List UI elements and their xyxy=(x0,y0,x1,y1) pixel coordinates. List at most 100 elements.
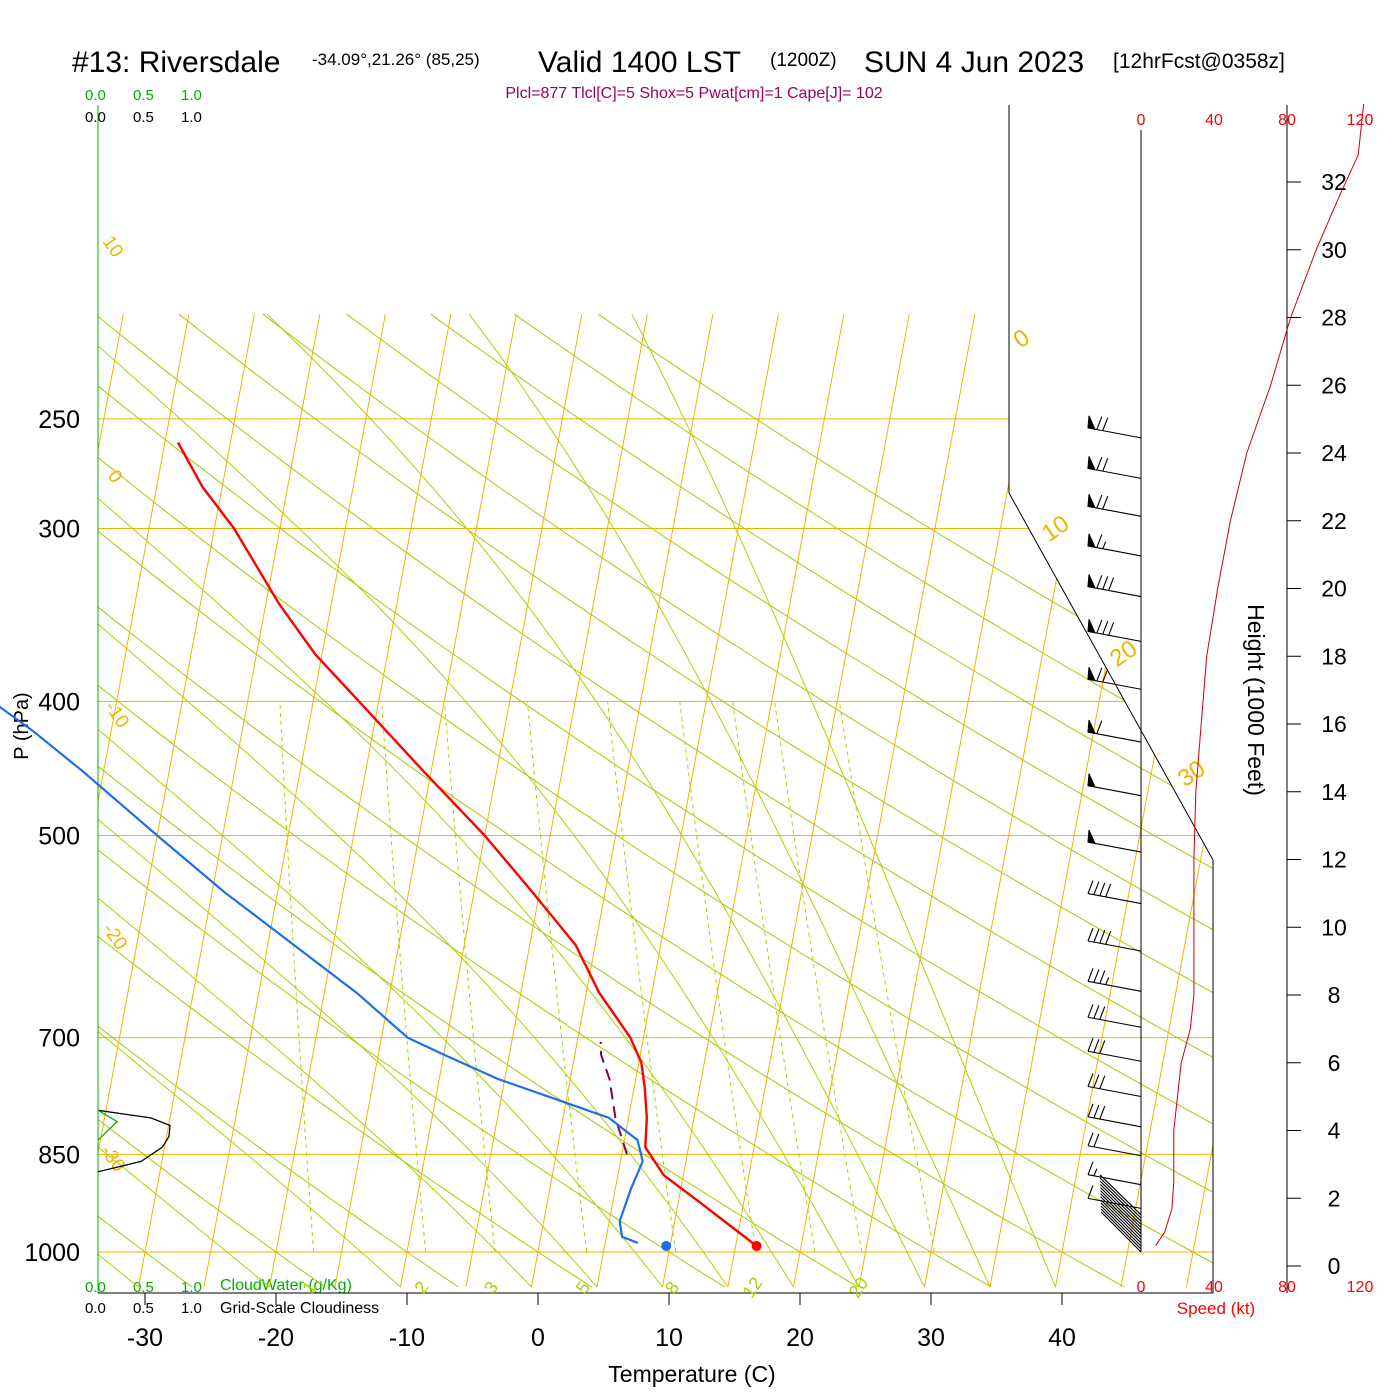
dry-adiabat-line xyxy=(98,313,859,1288)
isotherm-line xyxy=(1120,314,1213,1288)
wind-barb-staff xyxy=(1100,1190,1142,1231)
valid-time: Valid 1400 LST xyxy=(538,46,741,79)
wind-barb-feather xyxy=(1099,882,1106,896)
mixing-ratio-label: 2 xyxy=(410,1278,432,1298)
temperature-tick-label: -30 xyxy=(127,1324,163,1352)
wind-barb xyxy=(1087,1038,1142,1062)
moist-adiabat-line xyxy=(98,313,598,1288)
cloud-top-black-2: 1.0 xyxy=(181,109,202,126)
wind-barb-feather xyxy=(1108,622,1115,636)
mixing-ratio-line xyxy=(444,701,496,1253)
wind-barb-feather xyxy=(1096,534,1103,548)
forecast-date: SUN 4 Jun 2023 xyxy=(864,46,1084,79)
wind-barb-feather xyxy=(1093,1104,1100,1119)
wind-barb-staff xyxy=(1087,1174,1142,1186)
wind-barb xyxy=(1087,574,1142,598)
wind-barb-staff xyxy=(1087,940,1142,952)
wind-barb xyxy=(1087,719,1142,743)
wind-barb-feather xyxy=(1102,457,1109,472)
moist-adiabat-line xyxy=(98,313,532,1288)
temperature-tick-label: 20 xyxy=(786,1324,814,1352)
wind-barb-feather xyxy=(1105,883,1112,898)
height-tick-label: 18 xyxy=(1321,643,1347,669)
wind-barb-feather xyxy=(1087,927,1094,942)
dry-adiabat-line xyxy=(598,313,1213,1288)
station-title: #13: Riversdale xyxy=(72,46,280,79)
wind-barb-feather xyxy=(1102,576,1109,590)
pressure-tick-label: 1000 xyxy=(24,1239,80,1267)
temperature-tick-label: -10 xyxy=(389,1324,425,1352)
cloud-top-green-1: 0.5 xyxy=(133,87,154,104)
isotherm-label: -20 xyxy=(98,920,131,955)
forecast-run: [12hrFcst@0358z] xyxy=(1113,50,1285,73)
height-tick-label: 26 xyxy=(1321,372,1347,398)
mixing-ratio-lines xyxy=(279,701,935,1253)
dry-adiabat-line xyxy=(98,313,726,1288)
isotherm-line xyxy=(399,314,583,1288)
height-tick-label: 22 xyxy=(1321,508,1347,534)
mixing-ratio-line xyxy=(679,701,757,1253)
mixing-ratio-line xyxy=(732,701,816,1253)
speed-tick-label-bottom: 0 xyxy=(1137,1279,1146,1296)
wind-barb-feather xyxy=(1096,720,1103,734)
wind-barb-staff xyxy=(1087,427,1142,439)
y-axis-label: P (hPa) xyxy=(11,692,33,759)
dry-adiabat-line xyxy=(346,313,1213,1288)
cloud-top-green-0: 0.0 xyxy=(85,87,106,104)
mixing-ratio-line xyxy=(279,701,315,1253)
speed-tick-label-bottom: 80 xyxy=(1278,1279,1296,1296)
dry-adiabat-line xyxy=(98,313,592,1288)
wind-barb-feather xyxy=(1096,494,1103,509)
x-axis-label: Temperature (C) xyxy=(608,1361,775,1387)
cloud-axis-labels: 0.0 0.5 1.0 0.0 0.5 1.0 0.0 0.5 1.0 Clou… xyxy=(85,87,379,1317)
isotherm-line xyxy=(268,314,452,1288)
wind-barb-feather xyxy=(1093,928,1100,943)
isotherm-line xyxy=(596,314,779,1288)
wind-barb-feather xyxy=(1099,1040,1106,1054)
moist-adiabats xyxy=(98,313,1056,1288)
isotherm-line xyxy=(989,314,1172,1288)
wind-barb-staff xyxy=(1100,1199,1142,1241)
cloud-bottom-green-1: 0.5 xyxy=(133,1279,154,1296)
isotherm-line xyxy=(530,314,714,1288)
parcel-profile xyxy=(599,1041,628,1155)
isotherm-line xyxy=(98,314,255,1288)
wind-barb xyxy=(1087,829,1142,853)
wind-barb-feather xyxy=(1087,1132,1094,1146)
temperature-tick-label: 30 xyxy=(917,1324,945,1352)
wind-barb-staff xyxy=(1099,1177,1142,1219)
moist-adiabat-line xyxy=(98,313,794,1288)
surface-temperature-marker xyxy=(751,1240,762,1251)
height-tick-label: 4 xyxy=(1328,1118,1341,1144)
wind-barb-staff xyxy=(1087,785,1142,797)
cloud-top-green-2: 1.0 xyxy=(181,87,202,104)
height-tick-label: 8 xyxy=(1328,982,1341,1008)
cloudiness-profile xyxy=(98,1109,171,1173)
cloudiness-label: Grid-Scale Cloudiness xyxy=(220,1300,379,1317)
cloudwater-profile xyxy=(98,1109,119,1141)
wind-barb xyxy=(1087,667,1142,690)
wind-barb-staff xyxy=(1100,1202,1142,1244)
isotherm-line xyxy=(203,314,386,1288)
wind-barb-pennant xyxy=(1087,415,1096,430)
cloud-bottom-black-2: 1.0 xyxy=(181,1300,202,1317)
wind-barb-pennant xyxy=(1087,829,1096,845)
wind-barb-pennant xyxy=(1087,619,1096,634)
wind-barb-feather xyxy=(1087,1161,1094,1175)
wind-barb-pennant xyxy=(1087,494,1096,509)
mixing-ratio-label: 8 xyxy=(661,1278,683,1298)
speed-tick-label-top: 120 xyxy=(1347,112,1374,129)
temperature-tick-label: 10 xyxy=(655,1324,683,1352)
cloud-top-black-1: 0.5 xyxy=(133,109,154,126)
isotherm-line xyxy=(792,314,976,1288)
wind-barb-pennant xyxy=(1087,667,1096,682)
wind-barb-half-feather xyxy=(1102,541,1107,549)
wind-barb-half-feather xyxy=(1105,977,1110,985)
speed-tick-label-bottom: 120 xyxy=(1347,1279,1374,1296)
dry-adiabat-line xyxy=(178,313,1213,1288)
wind-barb xyxy=(1087,456,1142,479)
wind-barb-feather xyxy=(1093,1074,1100,1088)
isotherm-label: 30 xyxy=(1173,755,1210,792)
